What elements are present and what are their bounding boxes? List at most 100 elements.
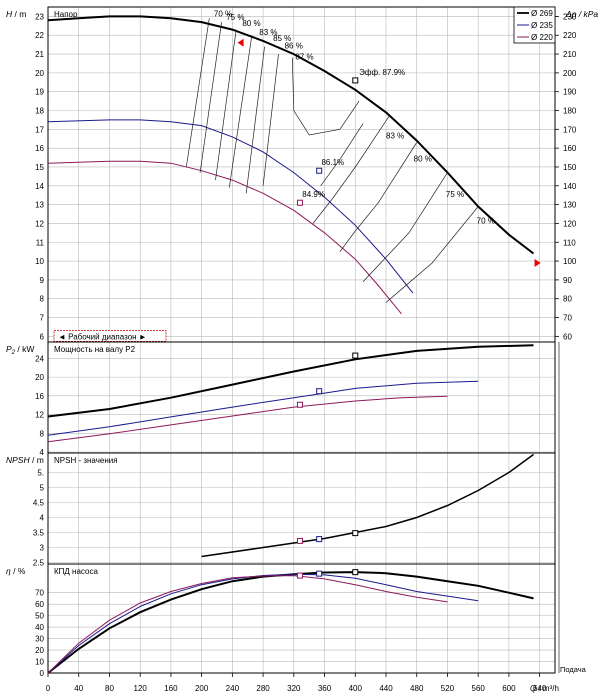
right-tick-label: 120 bbox=[563, 219, 577, 228]
y-tick-label: 20 bbox=[35, 373, 44, 382]
right-tick-label: 150 bbox=[563, 163, 577, 172]
bep-marker bbox=[316, 570, 323, 577]
y-tick-label: 18 bbox=[35, 107, 44, 116]
y-axis-label-npsh: NPSH / m bbox=[6, 455, 44, 465]
efficiency-label: 75 % bbox=[446, 190, 464, 199]
y-tick-label: 22 bbox=[35, 31, 44, 40]
bep-marker bbox=[296, 572, 303, 579]
legend-label: Ø 269 bbox=[531, 9, 553, 18]
y-tick-label: 4 bbox=[40, 448, 45, 457]
right-tick-label: 110 bbox=[563, 238, 576, 247]
y-tick-label: 17 bbox=[35, 125, 44, 134]
efficiency-label: 80 % bbox=[414, 154, 432, 163]
grid-layer bbox=[48, 7, 555, 674]
y-axis-symbol: P bbox=[6, 344, 12, 354]
right-tick-label: 140 bbox=[563, 182, 577, 191]
y-tick-label: 70 bbox=[35, 589, 44, 598]
bep-marker bbox=[296, 537, 303, 544]
bep-marker bbox=[316, 167, 323, 174]
y-tick-label: 20 bbox=[35, 646, 44, 655]
x-tick-label: 600 bbox=[502, 684, 516, 693]
y-axis-unit: / m bbox=[12, 9, 26, 19]
x-axis-caption: Подача bbox=[560, 665, 587, 674]
y-axis-unit: / kW bbox=[15, 344, 34, 354]
panel-title-head: Напор bbox=[54, 10, 78, 19]
y-tick-label: 3 bbox=[40, 544, 45, 553]
efficiency-label: 85 % bbox=[273, 34, 291, 43]
y-tick-label: 2.5 bbox=[33, 559, 45, 568]
efficiency-label: 83 % bbox=[259, 28, 277, 37]
bep-marker bbox=[352, 530, 359, 537]
y-tick-label: 7 bbox=[40, 314, 45, 323]
legend: Ø 269 Ø 235 Ø 220 bbox=[513, 6, 556, 44]
y-tick-label: 6 bbox=[40, 332, 45, 341]
y-tick-label: 50 bbox=[35, 612, 44, 621]
bep-marker bbox=[316, 536, 323, 543]
y-tick-label: 19 bbox=[35, 88, 44, 97]
x-tick-label: 240 bbox=[226, 684, 240, 693]
y-tick-label: 8 bbox=[40, 429, 45, 438]
right-tick-label: 220 bbox=[563, 31, 577, 40]
efficiency-isoline bbox=[262, 54, 279, 186]
series-line-power-1 bbox=[47, 380, 479, 436]
efficiency-isoline bbox=[362, 172, 448, 283]
efficiency-label: 87 % bbox=[295, 53, 313, 62]
y-tick-label: 13 bbox=[35, 201, 44, 210]
y-axis-symbol: H bbox=[6, 9, 13, 19]
y-tick-label: 12 bbox=[35, 219, 44, 228]
series-line-power-0 bbox=[47, 344, 534, 418]
x-tick-label: 440 bbox=[379, 684, 393, 693]
bep-label: 84.9% bbox=[302, 190, 325, 199]
y-tick-label: 4 bbox=[40, 514, 45, 523]
series-line-eff-2 bbox=[47, 575, 448, 674]
y-tick-label: 10 bbox=[35, 658, 44, 667]
efficiency-isoline bbox=[215, 29, 237, 181]
series-line-eff-0 bbox=[47, 571, 534, 674]
y-tick-label: 14 bbox=[35, 182, 44, 191]
right-tick-label: 210 bbox=[563, 50, 577, 59]
bep-marker bbox=[296, 401, 303, 408]
bep-marker bbox=[316, 388, 323, 395]
x-tick-label: 560 bbox=[472, 684, 486, 693]
y-tick-label: 23 bbox=[35, 12, 44, 21]
right-tick-label: 170 bbox=[563, 125, 577, 134]
panel-title-eff: КПД насоса bbox=[54, 567, 98, 576]
y-tick-label: 5 bbox=[40, 484, 45, 493]
y-tick-label: 24 bbox=[35, 354, 44, 363]
efficiency-label: 86 % bbox=[285, 41, 303, 50]
y-axis-label-power: P2 / kW bbox=[6, 344, 34, 356]
y-tick-label: 15 bbox=[35, 163, 44, 172]
series-line-power-2 bbox=[47, 395, 448, 443]
y-tick-label: 60 bbox=[35, 600, 44, 609]
panel-frame-eff bbox=[47, 563, 556, 674]
x-tick-label: 160 bbox=[164, 684, 178, 693]
y-axis-unit: / m bbox=[30, 455, 44, 465]
series-layer bbox=[47, 15, 541, 674]
y-axis-symbol: η bbox=[6, 566, 11, 576]
y-tick-label: 12 bbox=[35, 411, 44, 420]
x-axis-label: Q / m³/h bbox=[530, 684, 559, 693]
bep-marker bbox=[296, 199, 303, 206]
efficiency-label: 80 % bbox=[242, 19, 260, 28]
legend-label: Ø 235 bbox=[531, 21, 553, 30]
x-axis-unit: / m³/h bbox=[536, 684, 559, 693]
efficiency-label: 70 % bbox=[214, 9, 232, 18]
right-tick-label: 160 bbox=[563, 144, 577, 153]
y-tick-label: 3.5 bbox=[33, 529, 45, 538]
operating-range-marker bbox=[237, 38, 244, 47]
series-line-head-0 bbox=[47, 15, 535, 255]
right-tick-label: 100 bbox=[563, 257, 577, 266]
efficiency-isoline bbox=[199, 22, 222, 173]
bep-label: 86.1% bbox=[321, 158, 344, 167]
efficiency-label: 75 % bbox=[226, 13, 244, 22]
x-tick-label: 400 bbox=[349, 684, 363, 693]
right-tick-label: 180 bbox=[563, 107, 577, 116]
y-tick-label: 16 bbox=[35, 392, 44, 401]
series-line-head-2 bbox=[47, 160, 402, 315]
efficiency-isoline bbox=[320, 123, 364, 187]
efficiency-label: 70 % bbox=[477, 216, 495, 225]
x-tick-label: 80 bbox=[105, 684, 114, 693]
y-axis-unit: / % bbox=[11, 566, 26, 576]
